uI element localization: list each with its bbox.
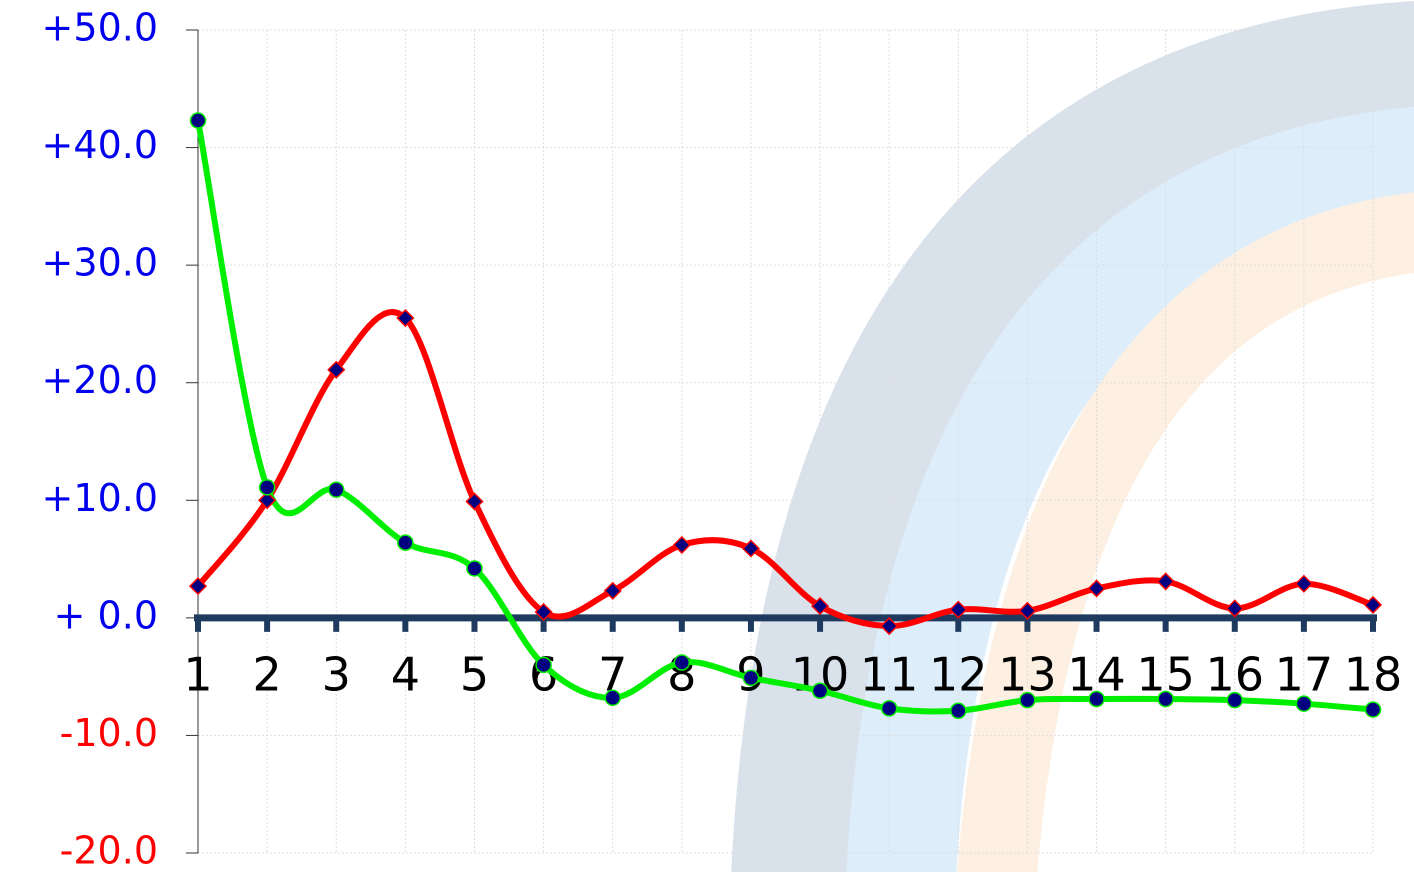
y-tick-label: -10.0 [60, 711, 158, 755]
point-marker [465, 492, 484, 511]
y-tick-label: + 0.0 [54, 593, 158, 637]
point-marker [258, 491, 277, 510]
y-tick-label: +30.0 [42, 241, 158, 285]
arc-blue [846, 106, 1414, 872]
point-marker [1156, 572, 1175, 591]
point-marker [1364, 701, 1382, 718]
x-tick-label: 17 [1275, 647, 1334, 701]
point-marker [950, 702, 967, 719]
point-marker [880, 617, 899, 636]
x-tick-label: 12 [929, 647, 988, 701]
point-marker [189, 112, 207, 129]
point-marker [810, 597, 830, 616]
x-tick-label: 11 [860, 647, 919, 701]
y-tick-label: +50.0 [42, 6, 158, 50]
y-tick-label: +10.0 [42, 476, 158, 520]
x-tick-label: 4 [391, 647, 420, 701]
point-marker [397, 534, 414, 551]
point-marker [1019, 691, 1036, 709]
point-marker [534, 602, 553, 622]
x-tick-label: 3 [322, 647, 351, 701]
point-marker [535, 656, 552, 674]
point-marker [673, 654, 691, 671]
point-marker [258, 479, 276, 496]
point-marker [1087, 579, 1106, 598]
x-tick-label: 2 [252, 647, 281, 701]
point-marker [1226, 691, 1244, 709]
y-tick-label: +20.0 [42, 358, 158, 402]
background-arcs [731, 1, 1414, 872]
point-marker [1018, 601, 1037, 620]
point-marker [1157, 690, 1174, 708]
point-marker [466, 560, 483, 577]
point-marker [880, 700, 898, 717]
point-marker [949, 600, 968, 619]
point-marker [1295, 695, 1313, 712]
y-tick-label: +40.0 [42, 123, 158, 167]
y-tick-label: -20.0 [60, 829, 158, 872]
point-marker [741, 539, 761, 558]
point-marker [1225, 599, 1244, 618]
x-tick-label: 18 [1344, 647, 1403, 701]
point-marker [604, 689, 621, 707]
point-marker [188, 577, 208, 596]
point-marker [811, 682, 829, 700]
point-marker [1294, 574, 1313, 593]
point-marker [327, 481, 345, 498]
arc-orange [957, 192, 1414, 872]
arc-grey [731, 1, 1414, 872]
point-marker [396, 308, 415, 328]
point-marker [1088, 690, 1105, 708]
point-marker [672, 535, 691, 555]
point-marker [327, 360, 346, 379]
point-marker [603, 581, 622, 600]
x-tick-label: 5 [460, 647, 489, 701]
point-marker [742, 669, 760, 687]
x-tick-label: 1 [183, 647, 212, 701]
point-marker [1363, 595, 1383, 614]
